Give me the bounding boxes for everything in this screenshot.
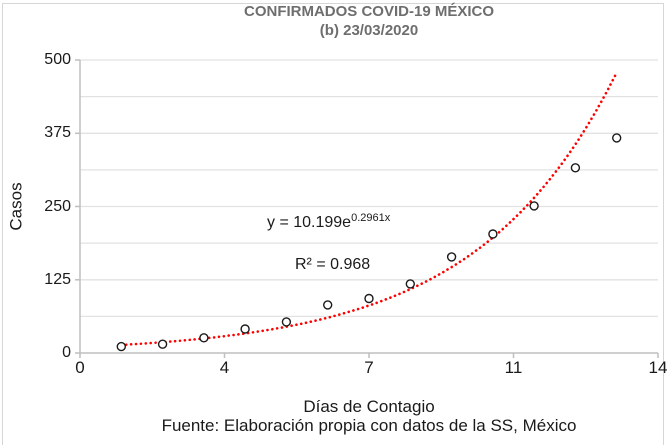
equation-base: y = 10.199e bbox=[267, 214, 352, 231]
r-squared-label: R² = 0.968 bbox=[295, 256, 371, 273]
equation-exponent: 0.2961x bbox=[351, 212, 391, 224]
chart-title: CONFIRMADOS COVID-19 MÉXICO (b) 23/03/20… bbox=[80, 2, 658, 40]
data-point bbox=[116, 341, 127, 352]
y-tick-label: 125 bbox=[44, 270, 71, 288]
y-tick-label: 0 bbox=[62, 344, 71, 361]
data-point bbox=[488, 229, 498, 239]
x-tick-label: 14 bbox=[648, 358, 668, 377]
x-tick-label: 11 bbox=[504, 358, 523, 377]
data-point bbox=[240, 324, 250, 334]
chart-title-line2: (b) 23/03/2020 bbox=[319, 22, 419, 39]
x-tick-label: 4 bbox=[219, 358, 230, 377]
chart-title-line1: CONFIRMADOS COVID-19 MÉXICO bbox=[243, 3, 495, 20]
data-point bbox=[405, 279, 415, 289]
data-point bbox=[612, 133, 622, 143]
data-point bbox=[323, 300, 333, 310]
data-point bbox=[281, 317, 292, 327]
y-axis-title: Casos bbox=[6, 182, 26, 231]
trendline-equation: y = 10.199e0.2961x bbox=[267, 212, 391, 232]
data-point bbox=[570, 163, 581, 173]
data-point bbox=[529, 201, 539, 211]
source-caption: Fuente: Elaboración propia con datos de … bbox=[161, 416, 577, 435]
y-tick-label: 375 bbox=[44, 124, 71, 142]
data-point bbox=[157, 339, 168, 349]
x-tick-label: 0 bbox=[75, 358, 85, 377]
y-tick-label: 500 bbox=[44, 51, 71, 68]
data-point bbox=[364, 293, 374, 304]
data-point bbox=[199, 333, 209, 343]
x-tick-label: 7 bbox=[364, 358, 374, 377]
trendline bbox=[120, 71, 618, 347]
y-tick-label: 250 bbox=[44, 197, 71, 215]
x-axis-title: Días de Contagio bbox=[303, 397, 435, 416]
data-point bbox=[446, 252, 457, 262]
